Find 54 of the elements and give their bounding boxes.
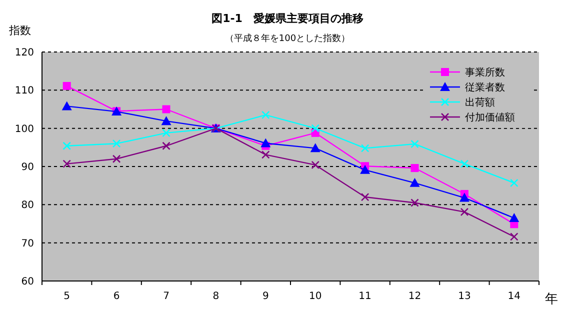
legend-label: 従業者数 [465, 82, 505, 94]
point [460, 160, 469, 168]
point [310, 143, 320, 152]
point [260, 138, 271, 148]
x-tick-label: 10 [308, 291, 322, 302]
y-axis-title: 指数 [8, 24, 31, 37]
legend-label: 出荷額 [465, 96, 495, 108]
point [262, 150, 270, 159]
point [62, 160, 71, 168]
y-tick-label: 110 [14, 86, 34, 97]
point [360, 192, 370, 202]
point [62, 101, 72, 110]
x-tick-label: 11 [358, 291, 372, 302]
point [162, 142, 170, 150]
point [262, 110, 270, 120]
point [360, 164, 370, 174]
x-tick-label: 6 [113, 291, 120, 302]
point [62, 82, 71, 90]
y-tick-label: 70 [21, 238, 34, 250]
y-tick-label: 80 [21, 200, 34, 212]
point [112, 154, 121, 164]
point [162, 128, 170, 138]
point [510, 178, 518, 188]
legend-label: 付加価値額 [465, 112, 515, 124]
point [161, 116, 172, 126]
point [360, 144, 370, 152]
point [410, 164, 419, 172]
point [112, 139, 121, 148]
point [62, 142, 71, 150]
point [311, 124, 320, 132]
y-tick-label: 120 [14, 48, 34, 58]
x-tick-label: 7 [163, 291, 170, 302]
chart-subtitle: （平成８年を100とした指数） [224, 33, 350, 44]
x-tick-label: 14 [508, 291, 521, 302]
x-tick-label: 5 [64, 291, 70, 302]
x-tick-label: 12 [408, 291, 422, 302]
x-tick-label: 8 [212, 291, 220, 302]
y-tick-label: 100 [14, 124, 34, 135]
point [410, 140, 419, 148]
x-tick-label: 9 [262, 291, 269, 302]
chart-title: 図1-1 愛媛県主要項目の推移 [212, 12, 364, 25]
point [311, 160, 320, 170]
point [510, 232, 518, 241]
point [162, 105, 170, 114]
point [509, 213, 520, 222]
point [460, 208, 469, 216]
point [410, 198, 419, 207]
x-axis-title: 年 [545, 292, 558, 307]
y-tick-label: 60 [21, 276, 34, 288]
y-tick-label: 90 [21, 162, 34, 173]
point [459, 192, 470, 202]
point [410, 178, 420, 187]
legend-label: 事業所数 [465, 66, 505, 78]
x-tick-label: 13 [458, 291, 471, 302]
